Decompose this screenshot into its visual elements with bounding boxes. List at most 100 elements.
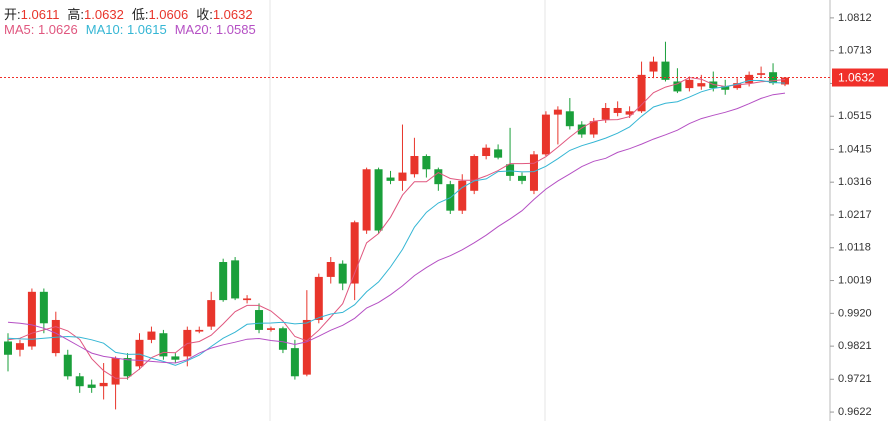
legend-item: MA20: 1.0585 (175, 22, 256, 37)
candle-body (410, 156, 419, 175)
candle-body (15, 343, 24, 350)
candle-body (266, 328, 275, 330)
y-tick-label: 1.0118 (838, 242, 871, 254)
legend-item: MA5: 1.0626 (4, 22, 78, 37)
ohlc-value: 1.0632 (84, 7, 124, 22)
candle-body (386, 177, 395, 181)
y-tick-label: 1.0019 (838, 274, 872, 286)
candle-body (613, 107, 622, 113)
candle-body (553, 109, 562, 115)
candle-body (99, 382, 108, 387)
candle-body (398, 172, 407, 181)
candle-body (529, 154, 538, 191)
candle-body (518, 175, 527, 181)
candle-body (589, 121, 598, 135)
candle-body (422, 156, 431, 170)
candle-body (159, 333, 168, 357)
candle-body (649, 61, 658, 72)
ohlc-value: 1.0606 (148, 7, 189, 22)
legend-name: MA20: (174, 22, 213, 37)
candle-body (302, 319, 311, 375)
candle-body (290, 348, 299, 377)
candle-body (625, 111, 634, 115)
y-tick-label: 0.9721 (838, 373, 872, 385)
candle-body (482, 147, 491, 157)
last-price-label: 1.0632 (838, 71, 875, 85)
candle-body (601, 107, 610, 120)
candle-body (207, 300, 216, 327)
ohlc-label: 收: (196, 7, 213, 22)
candle-body (4, 341, 12, 355)
candle-body (171, 356, 180, 360)
candle-body (111, 358, 120, 385)
candle-body (27, 291, 36, 347)
candle-body (757, 73, 766, 75)
candle-body (494, 149, 503, 158)
candle-body (326, 262, 335, 277)
ma-line (7, 92, 786, 364)
candle-body (374, 169, 383, 231)
y-tick-label: 1.0316 (838, 176, 872, 188)
candle-body (697, 83, 706, 87)
legend-value: 1.0626 (37, 22, 78, 37)
candle-body (219, 262, 228, 301)
candle-body (350, 222, 359, 284)
legend-value: 1.0585 (215, 22, 256, 37)
y-tick-label: 1.0415 (838, 143, 872, 155)
candle-body (565, 111, 574, 127)
candle-body (721, 86, 730, 90)
y-tick-label: 0.9821 (838, 340, 872, 352)
candle-body (661, 61, 670, 80)
candle-body (123, 358, 132, 377)
ohlc-header: 开:1.0611 高:1.0632 低:1.0606 收:1.0632 (4, 4, 261, 23)
candle-body (781, 77, 789, 85)
ohlc-label: 低: (131, 7, 149, 22)
candle-body (470, 156, 479, 191)
candle-body (362, 169, 371, 231)
ma-line (7, 80, 786, 366)
candle-body (458, 180, 467, 211)
candle-body (51, 319, 60, 354)
ohlc-value: 1.0632 (212, 7, 253, 22)
candle-body (87, 384, 96, 388)
candle-body (135, 339, 144, 367)
ohlc-item: 收:1.0632 (196, 7, 252, 22)
candle-body (673, 81, 682, 92)
candle-body (147, 331, 156, 340)
ohlc-item: 低:1.0606 (132, 7, 188, 22)
candle-body (541, 114, 550, 155)
candle-body (63, 354, 72, 377)
candle-body (314, 276, 323, 320)
legend: MA5: 1.0626 MA10: 1.0615 MA20: 1.0585 (4, 22, 264, 37)
candle-body (243, 298, 252, 301)
last-price-tag (832, 68, 888, 87)
y-tick-label: 1.0217 (838, 209, 872, 221)
candle-body (39, 291, 48, 324)
y-tick-label: 1.0812 (838, 12, 872, 24)
y-tick-label: 1.0713 (838, 45, 872, 57)
y-tick-label: 0.9622 (838, 406, 872, 418)
candle-body (231, 260, 240, 299)
ohlc-value: 1.0611 (20, 7, 60, 22)
candle-body (75, 376, 84, 387)
candle-body (255, 310, 264, 330)
candle-body (577, 124, 586, 135)
ohlc-label: 开: (4, 7, 21, 22)
ohlc-item: 高:1.0632 (67, 7, 123, 22)
candle-body (338, 263, 347, 284)
candle-body (637, 74, 646, 112)
candle-body (733, 83, 742, 89)
legend-item: MA10: 1.0615 (86, 22, 167, 37)
y-tick-label: 0.9920 (838, 307, 872, 319)
legend-name: MA5: (4, 22, 35, 37)
ma-line (7, 76, 786, 379)
ohlc-item: 开:1.0611 (4, 7, 59, 22)
candle-body (434, 169, 443, 185)
ohlc-label: 高: (67, 7, 85, 22)
legend-name: MA10: (85, 22, 124, 37)
candle-body (278, 328, 287, 350)
candle-body (506, 164, 515, 176)
candle-body (745, 74, 754, 84)
